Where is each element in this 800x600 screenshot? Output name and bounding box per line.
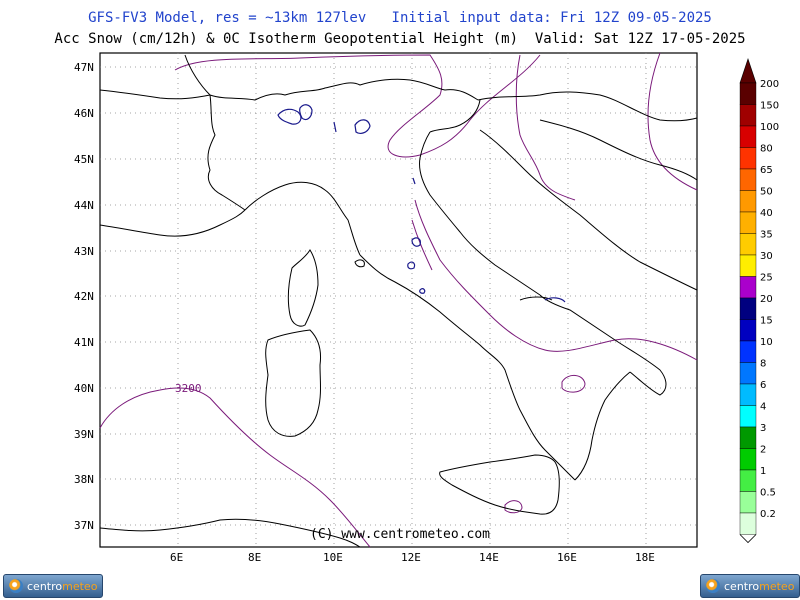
colorbar-label: 3 <box>760 423 766 434</box>
lat-label: 45N <box>74 153 94 166</box>
lon-label: 12E <box>401 551 421 564</box>
colorbar-swatch <box>739 190 757 213</box>
colorbar-label: 15 <box>760 316 773 327</box>
lon-label: 18E <box>635 551 655 564</box>
colorbar-swatch <box>739 254 757 277</box>
lat-label: 41N <box>74 336 94 349</box>
colorbar-swatch <box>739 276 757 299</box>
lat-label: 44N <box>74 199 94 212</box>
lakes <box>277 104 566 303</box>
colorbar-swatch <box>739 125 757 148</box>
lat-label: 47N <box>74 61 94 74</box>
map-title-model: GFS-FV3 Model, res = ~13km 127lev Initia… <box>88 10 712 26</box>
colorbar-label: 0.5 <box>760 488 776 499</box>
longitude-labels: 6E 8E 10E 12E 14E 16E 18E <box>170 551 655 564</box>
colorbar-label: 20 <box>760 294 773 305</box>
colorbar-swatch <box>739 211 757 234</box>
colorbar-swatch <box>739 383 757 406</box>
colorbar-label: 50 <box>760 187 773 198</box>
lon-label: 14E <box>479 551 499 564</box>
colorbar-label: 100 <box>760 122 779 133</box>
colorbar-label: 6 <box>760 380 766 391</box>
centrometeo-logo-left[interactable]: centro meteo <box>3 574 103 598</box>
colorbar-swatch <box>739 340 757 363</box>
copyright-text: (C) www.centrometeo.com <box>310 527 491 542</box>
logo-swirl-icon <box>9 579 23 593</box>
colorbar-label: 80 <box>760 144 773 155</box>
colorbar-label: 30 <box>760 251 773 262</box>
lat-label: 39N <box>74 428 94 441</box>
lon-label: 6E <box>170 551 183 564</box>
lat-label: 38N <box>74 473 94 486</box>
colorbar-label: 1 <box>760 466 766 477</box>
colorbar-swatch <box>739 104 757 127</box>
map-frame <box>99 52 698 548</box>
colorbar-label: 150 <box>760 101 779 112</box>
colorbar-label: 10 <box>760 337 773 348</box>
contour-label: 3200 <box>175 382 202 395</box>
lon-label: 10E <box>323 551 343 564</box>
colorbar-label: 0.2 <box>760 509 776 520</box>
colorbar-swatch <box>739 233 757 256</box>
colorbar-swatch <box>739 491 757 514</box>
lat-label: 43N <box>74 245 94 258</box>
colorbar-swatch <box>739 362 757 385</box>
logo-swirl-icon <box>706 579 720 593</box>
logo-text-prefix: centro <box>27 579 63 593</box>
snow-legend-colorbar: 200 150 100 80 65 50 40 35 30 25 20 15 10 8 6 4 3 2 1 0.5 0.… <box>739 58 779 544</box>
colorbar-bottom-arrow <box>739 534 757 544</box>
colorbar-swatch <box>739 426 757 449</box>
colorbar-swatch <box>739 168 757 191</box>
lon-label: 16E <box>557 551 577 564</box>
isotherm-contours <box>99 52 698 548</box>
map-title-variable: Acc Snow (cm/12h) & 0C Isotherm Geopoten… <box>54 31 746 47</box>
colorbar-label: 40 <box>760 208 773 219</box>
colorbar-label: 8 <box>760 359 766 370</box>
lat-label: 40N <box>74 382 94 395</box>
colorbar-label: 65 <box>760 165 773 176</box>
centrometeo-logo-right[interactable]: centro meteo <box>700 574 800 598</box>
coastlines <box>99 54 698 548</box>
colorbar-swatch <box>739 405 757 428</box>
colorbar-swatch <box>739 469 757 492</box>
colorbar-label: 35 <box>760 230 773 241</box>
lat-label: 42N <box>74 290 94 303</box>
colorbar-swatch <box>739 319 757 342</box>
lat-label: 46N <box>74 107 94 120</box>
lat-label: 37N <box>74 519 94 532</box>
colorbar-top-arrow <box>739 58 757 84</box>
colorbar-swatch <box>739 512 757 535</box>
logo-text-prefix: centro <box>724 579 760 593</box>
lon-label: 8E <box>248 551 261 564</box>
colorbar-label: 25 <box>760 273 773 284</box>
colorbar-label: 200 <box>760 79 779 90</box>
latitude-labels: 47N 46N 45N 44N 43N 42N 41N 40N 39N 38N … <box>74 61 94 532</box>
colorbar-swatch <box>739 147 757 170</box>
colorbar-swatch <box>739 448 757 471</box>
colorbar-swatch <box>739 82 757 105</box>
colorbar-label: 2 <box>760 445 766 456</box>
logo-text-suffix: meteo <box>759 579 795 593</box>
colorbar-label: 4 <box>760 402 766 413</box>
logo-text-suffix: meteo <box>62 579 98 593</box>
colorbar-swatch <box>739 297 757 320</box>
